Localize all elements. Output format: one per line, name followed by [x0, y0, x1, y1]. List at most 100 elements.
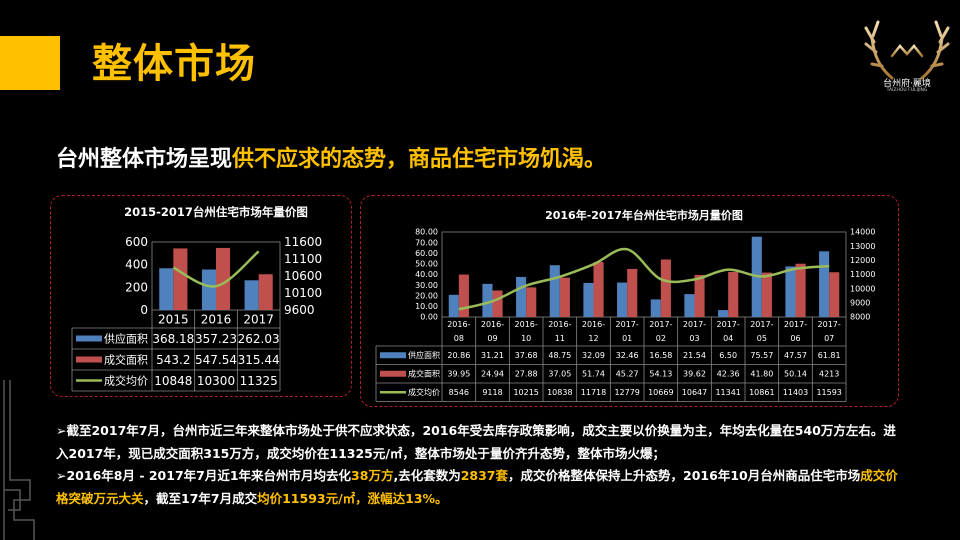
y-left-tick-label: 0: [140, 303, 148, 317]
bar-deal: [593, 262, 604, 317]
text-segment: 成交价格突破万元大关: [56, 468, 898, 506]
category-label: 08: [454, 334, 464, 343]
decorative-border-pattern: [3, 380, 35, 540]
text-segment: ；: [652, 445, 665, 461]
table-cell: 11341: [715, 388, 740, 397]
table-cell: 10838: [547, 388, 572, 397]
bar-supply: [201, 269, 216, 310]
legend-key-0: [76, 335, 102, 342]
table-cell: 48.75: [548, 351, 571, 360]
category-label: 06: [790, 334, 800, 343]
table-cell: 54.13: [649, 370, 672, 379]
category-label: 12: [588, 334, 598, 343]
table-cell: 42.36: [717, 370, 740, 379]
table-cell: 39.62: [683, 370, 706, 379]
text-segment: 保持上升态势: [595, 468, 671, 483]
table-cell: 10669: [648, 388, 673, 397]
yearly-chart: 2015-2017台州住宅市场年量价图 0 200 400 600 9600 10100 10…: [71, 205, 322, 392]
legend-key-1: [380, 370, 406, 377]
category-label: 2016-: [515, 320, 538, 329]
bar-supply: [819, 251, 830, 317]
table-cell: 51.74: [582, 370, 605, 379]
text-segment: 量价齐升态势: [489, 445, 565, 461]
y-right-tick-label: 11600: [284, 235, 322, 249]
bar-supply: [482, 283, 493, 317]
subtitle-plain: 台州整体市场呈现: [56, 147, 233, 172]
bar-deal: [728, 271, 739, 317]
bar-deal: [660, 259, 671, 317]
y-right-tick-label: 10600: [284, 269, 322, 283]
text-segment: 38万方: [351, 468, 394, 483]
table-cell: 12779: [614, 388, 639, 397]
bar-deal: [559, 277, 570, 317]
table-cell: 31.21: [481, 351, 504, 360]
bar-supply: [684, 294, 695, 317]
y-left-tick-label: 200: [125, 280, 148, 294]
category-label: 2016: [201, 312, 232, 326]
monthly-chart: 2016年-2017年台州住宅市场月量价图 0.00 10.00 20.0030.00…: [375, 208, 875, 402]
category-label: 10: [521, 334, 531, 343]
table-cell: 8546: [449, 388, 469, 397]
y-left-tick-label: 50.00: [415, 260, 438, 269]
category-label: 04: [723, 334, 733, 343]
table-cell: 37.05: [548, 370, 571, 379]
table-cell: 10300: [197, 374, 235, 388]
legend-label: 供应面积: [408, 350, 440, 360]
bar-supply: [718, 310, 729, 317]
table-cell: 50.14: [784, 370, 807, 379]
category-label: 07: [824, 334, 834, 343]
category-label: 2016-: [447, 320, 470, 329]
text-segment: 整体市场火爆: [577, 445, 653, 461]
monthly-chart-panel: 2016年-2017年台州住宅市场月量价图 0.00 10.00 20.00 30.00…: [360, 195, 899, 407]
y-left-tick-label: 80.00: [415, 228, 438, 237]
bar-supply: [159, 268, 174, 310]
y-left-tick-label: 600: [125, 235, 148, 249]
y-left-tick-label: 0.00: [420, 313, 438, 322]
table-cell: 547.54: [195, 353, 237, 367]
table-cell: 16.58: [649, 351, 672, 360]
legend-label: 供应面积: [104, 331, 148, 345]
y-left-tick-label: 70.00: [415, 238, 438, 247]
y-right-tick-label: 9600: [284, 303, 315, 317]
legend-label: 成交面积: [104, 352, 148, 366]
category-label: 05: [757, 334, 767, 343]
bar-deal: [492, 290, 503, 317]
category-label: 02: [656, 334, 666, 343]
table-cell: 47.57: [784, 351, 807, 360]
yearly-chart-panel: 2015-2017台州住宅市场年量价图 0 200 400 600 9600 10100 10…: [50, 195, 352, 397]
table-cell: 315.44: [238, 353, 280, 367]
table-cell: 61.81: [818, 351, 841, 360]
category-label: 2017-: [683, 320, 706, 329]
legend-label: 成交面积: [408, 369, 440, 379]
y-left-tick-label: 40.00: [415, 270, 438, 279]
table-cell: 10861: [749, 388, 774, 397]
table-cell: 4213: [819, 370, 839, 379]
category-label: 2017-: [649, 320, 672, 329]
text-segment: 2837套: [460, 468, 508, 483]
table-cell: 543.2: [156, 353, 190, 367]
category-label: 09: [487, 334, 497, 343]
y-left-tick-label: 30.00: [415, 281, 438, 290]
bar-supply: [516, 276, 527, 317]
table-cell: 45.27: [616, 370, 639, 379]
y-right-tick-label: 9000: [850, 299, 870, 308]
y-right-tick-label: 11000: [850, 270, 875, 279]
category-label: 2017-: [818, 320, 841, 329]
bar-supply: [244, 280, 259, 310]
bar-supply: [448, 294, 459, 317]
bullet-1: ➢截至2017年7月，台州市近三年来整体市场处于供不应求状态，2016年受去库存…: [56, 420, 906, 465]
chart-title: 2015-2017台州住宅市场年量价图: [124, 205, 308, 219]
bar-deal: [258, 274, 273, 310]
category-label: 2017-: [784, 320, 807, 329]
table-cell: 357.23: [195, 332, 237, 346]
analysis-text: ➢截至2017年7月，台州市近三年来整体市场处于供不应求状态，2016年受去库存…: [56, 420, 906, 510]
table-cell: 10647: [682, 388, 707, 397]
y-right-tick-label: 12000: [850, 256, 875, 265]
table-cell: 262.03: [238, 332, 280, 346]
text-segment: 均价11593元/㎡，涨幅达13%。: [257, 490, 448, 506]
text-segment: ，成交价格整体: [508, 468, 596, 483]
table-cell: 11325: [240, 374, 278, 388]
text-segment: ，: [564, 445, 578, 461]
text-segment: ,去化套数为: [393, 468, 461, 483]
category-label: 2017: [243, 312, 274, 326]
